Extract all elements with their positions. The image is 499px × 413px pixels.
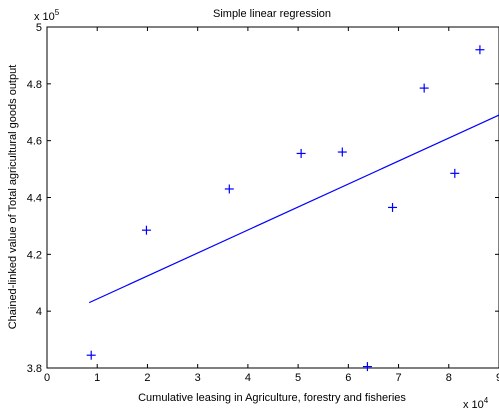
x-tick-label: 3 — [195, 372, 201, 384]
data-point — [388, 202, 398, 212]
chart-title: Simple linear regression — [213, 8, 331, 20]
y-tick-label: 4.4 — [27, 193, 42, 205]
y-multiplier-base: x 10 — [34, 11, 55, 23]
plot-area — [46, 26, 499, 369]
data-point — [141, 225, 151, 235]
x-tick-label: 4 — [245, 372, 251, 384]
x-tick-label: 1 — [94, 372, 100, 384]
y-tick-label: 4.2 — [27, 249, 42, 261]
data-point — [450, 168, 460, 178]
data-point — [296, 148, 306, 158]
x-axis-label: Cumulative leasing in Agriculture, fores… — [138, 392, 406, 404]
x-tick-label: 8 — [446, 372, 452, 384]
y-multiplier: x 105 — [34, 8, 60, 23]
y-tick-label: 4.8 — [27, 79, 42, 91]
regression-line — [88, 114, 499, 304]
y-multiplier-exponent: 5 — [55, 8, 60, 17]
data-points — [86, 45, 485, 372]
data-point — [419, 83, 429, 93]
data-point — [224, 184, 234, 194]
data-point — [475, 45, 485, 55]
x-axis-ticks: 0 1 2 3 4 5 6 7 8 9 — [44, 27, 499, 384]
data-point — [337, 147, 347, 157]
x-multiplier-exponent: 4 — [484, 396, 489, 405]
y-axis-ticks: 3.8 4 4.2 4.4 4.6 4.8 5 — [27, 22, 499, 375]
regression-line-group — [88, 114, 499, 304]
y-tick-label: 4 — [36, 306, 42, 318]
y-tick-label: 5 — [36, 22, 42, 34]
x-tick-label: 2 — [144, 372, 150, 384]
y-tick-label: 3.8 — [27, 363, 42, 375]
data-point — [362, 362, 372, 372]
x-multiplier-base: x 10 — [463, 399, 484, 411]
x-multiplier: x 104 — [463, 396, 489, 411]
y-axis-label: Chained-linked value of Total agricultur… — [7, 65, 19, 330]
data-point — [86, 350, 96, 360]
x-tick-label: 7 — [395, 372, 401, 384]
x-tick-label: 5 — [295, 372, 301, 384]
x-tick-label: 6 — [345, 372, 351, 384]
x-tick-label: 0 — [44, 372, 50, 384]
y-tick-label: 4.6 — [27, 136, 42, 148]
x-tick-label: 9 — [496, 372, 499, 384]
